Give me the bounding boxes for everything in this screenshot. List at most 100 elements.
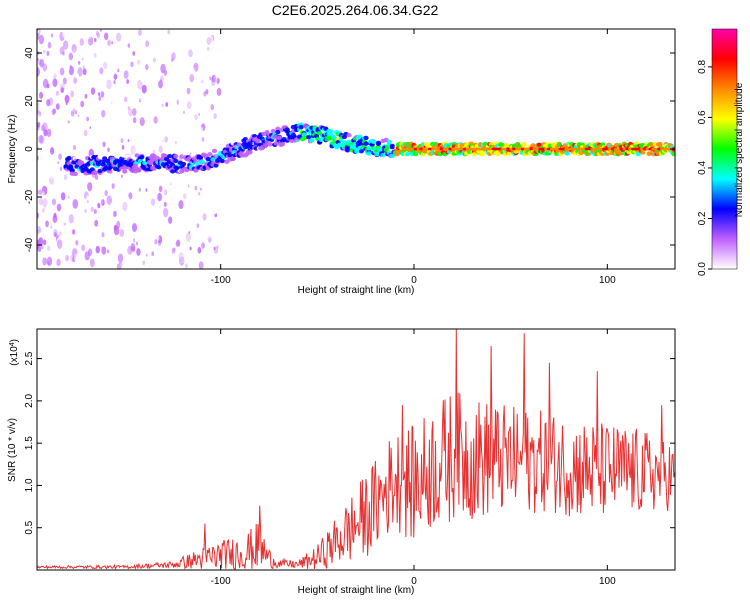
heat-noise [119,229,125,237]
heat-noise [122,231,128,240]
heat-noise [42,208,45,213]
y-tick-label: 0.5 [24,520,35,534]
heat-noise [209,76,212,81]
heat-noise [153,188,159,197]
heat-noise [179,256,185,266]
heat-noise [165,222,168,226]
heat-noise [116,112,119,117]
heat-noise [183,110,185,114]
heat-noise [113,210,117,217]
heat-noise [157,192,162,202]
heat-noise [209,35,214,43]
heat-noise [153,116,158,124]
heat-noise [39,91,44,99]
heat-cell [504,143,510,148]
heat-cell [173,154,179,159]
heat-noise [114,60,118,66]
heat-noise [60,56,64,63]
heat-noise [167,29,171,35]
heat-noise [152,149,156,154]
heat-noise [192,68,196,75]
heat-noise [46,202,52,212]
heat-noise [207,231,212,239]
heat-noise [57,244,60,249]
heat-noise [99,198,103,205]
heat-noise [197,246,202,254]
heat-noise [43,129,48,137]
heat-noise [76,50,81,59]
heat-noise [47,41,52,49]
heat-noise [146,184,149,189]
heat-noise [140,74,145,83]
heat-noise [185,263,188,269]
heat-noise [200,136,205,144]
heat-noise [100,199,105,206]
heat-noise [169,182,172,186]
heat-cell [122,169,128,174]
heat-cell [412,151,419,157]
heat-noise [162,207,169,218]
heat-noise [96,96,99,99]
heat-noise [38,200,42,207]
heat-noise [97,92,101,97]
heat-noise [68,214,74,224]
heat-cell [671,151,675,157]
heat-noise [41,171,47,180]
heat-noise [128,108,133,117]
heat-noise [76,73,80,78]
spectrogram-ylabel: Frequency (Hz) [7,115,18,184]
y-tick-label: -40 [24,237,35,252]
heat-noise [103,212,109,222]
heat-noise [127,67,133,77]
heat-cell [134,153,140,158]
heat-noise [122,201,128,212]
heat-noise [157,239,162,247]
heat-cell [564,151,570,156]
heat-noise [101,212,104,217]
heat-noise [56,203,62,212]
heat-noise [127,139,130,143]
heat-noise [218,83,222,89]
heat-noise [62,29,68,39]
heat-cell [66,155,72,161]
heat-noise [68,52,74,61]
heat-cell [193,168,199,173]
heat-cell [389,143,395,149]
heat-cell [358,149,365,154]
heat-noise [56,239,63,249]
heat-noise [160,63,166,74]
heat-noise [185,189,188,194]
heat-cell [276,135,283,140]
heat-cell [375,140,382,146]
heat-noise [70,176,74,181]
heat-noise [151,234,154,239]
heat-noise [84,93,88,99]
heat-noise [84,242,88,247]
heat-noise [47,180,54,190]
heat-noise [99,67,104,75]
heat-noise [194,72,200,80]
heat-noise [181,44,186,53]
heat-noise [194,185,198,191]
heat-noise [103,61,108,70]
heat-noise [46,51,50,56]
heat-noise [198,112,200,117]
heat-noise [175,141,177,144]
colorbar: 0.0 0.2 0.4 0.6 0.8 Normalized spectral ampl… [697,28,745,276]
heat-noise [107,147,110,152]
heat-noise [156,68,161,75]
heat-noise [178,200,184,210]
heat-noise [112,202,117,210]
heat-noise [60,87,64,94]
heat-noise [216,87,222,96]
heat-cell [262,142,269,148]
heat-noise [151,251,155,257]
heat-noise [161,103,164,108]
heat-noise [95,245,100,254]
heat-noise [79,38,84,46]
heat-noise [190,124,196,132]
heat-noise [147,183,153,193]
heat-noise [186,87,191,95]
heat-noise [102,264,105,268]
